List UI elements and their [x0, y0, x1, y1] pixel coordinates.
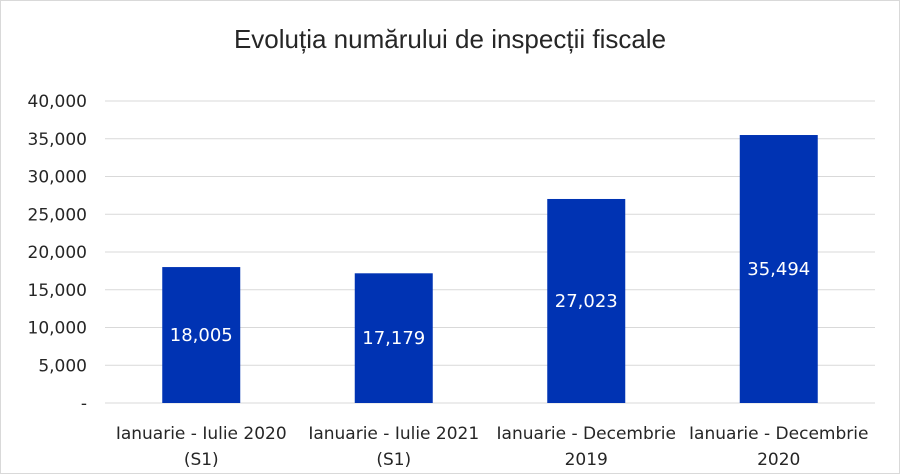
- data-label: 18,005: [170, 325, 233, 346]
- x-tick-label: Ianuarie - Iulie 2020 (S1): [116, 424, 287, 470]
- y-tick-label: 25,000: [28, 205, 87, 225]
- x-tick-label: Ianuarie - Decembrie 2020: [689, 424, 868, 470]
- bar: [739, 135, 818, 403]
- data-label: 35,494: [747, 259, 810, 280]
- y-tick-label: 20,000: [28, 243, 87, 263]
- bar: [354, 273, 433, 403]
- y-tick-label: 35,000: [28, 130, 87, 150]
- x-tick-label: Ianuarie - Decembrie 2019: [497, 424, 676, 470]
- data-label: 27,023: [555, 291, 618, 312]
- bar: [162, 267, 241, 403]
- chart-title: Evoluția numărului de inspecții fiscale: [234, 24, 666, 54]
- y-tick-label: 5,000: [38, 356, 87, 376]
- x-axis-ticks: Ianuarie - Iulie 2020 (S1) Ianuarie - Iuli…: [116, 424, 869, 470]
- y-tick-label: 10,000: [28, 319, 87, 339]
- x-tick-label: Ianuarie - Iulie 2021 (S1): [308, 424, 479, 470]
- bar: [547, 198, 626, 403]
- y-axis-ticks: - 5,000 10,000 15,000 20,000 25,000 30,000 35,0…: [28, 92, 87, 414]
- data-label: 17,179: [362, 328, 425, 349]
- y-tick-label: -: [81, 394, 87, 414]
- y-tick-label: 30,000: [28, 168, 87, 188]
- bars: 18,005 17,179 27,023 35,494: [162, 135, 818, 403]
- y-tick-label: 40,000: [28, 92, 87, 112]
- y-tick-label: 15,000: [28, 281, 87, 301]
